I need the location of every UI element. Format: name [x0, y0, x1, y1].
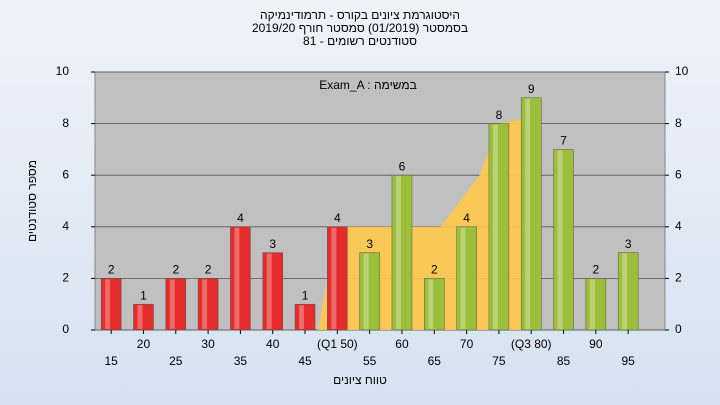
data-label: 8 [496, 108, 503, 122]
bar [585, 278, 607, 331]
x-tick-label: 85 [557, 354, 571, 368]
bar [488, 123, 510, 331]
bar-highlight [622, 253, 628, 329]
data-label: 4 [334, 211, 341, 225]
data-label: 3 [269, 237, 276, 251]
data-label: 3 [366, 237, 373, 251]
bar [327, 226, 348, 331]
x-tick-label: 55 [363, 354, 377, 368]
data-label: 3 [625, 237, 632, 251]
annotation: Exam_A : במשימה [319, 78, 417, 92]
chart-title: היסטוגרמת ציונים בקורס - תרמודינמיקה [260, 8, 460, 22]
y-tick-label: 0 [62, 322, 69, 336]
y2-tick-label: 6 [675, 167, 682, 181]
bar [391, 174, 413, 331]
x-tick-label: 30 [201, 337, 215, 351]
bar [100, 278, 122, 331]
bar-highlight [202, 279, 208, 329]
bar-highlight [363, 253, 369, 329]
x-tick-label: 75 [492, 354, 506, 368]
data-label: 1 [140, 288, 147, 302]
x-tick-label: 95 [621, 354, 635, 368]
bar-highlight [299, 305, 305, 329]
bar-highlight [395, 176, 401, 329]
x-tick-label: 65 [428, 354, 442, 368]
x-tick-label: (Q3 80) [511, 337, 552, 351]
data-label: 2 [431, 263, 438, 277]
bar-highlight [137, 305, 143, 329]
bar [230, 226, 251, 331]
bar [553, 149, 574, 331]
x-tick-label: 25 [169, 354, 183, 368]
chart-subtitle: 81 - סטודנטים רשומים [303, 34, 417, 48]
bar-highlight [492, 124, 498, 329]
x-axis-label: טווח ציונים [333, 373, 387, 387]
bar [197, 278, 219, 331]
x-tick-label: 90 [589, 337, 603, 351]
bar [617, 252, 639, 331]
data-label: 2 [593, 263, 600, 277]
bar-highlight [234, 227, 240, 329]
bar-highlight [428, 279, 434, 329]
x-tick-label: 20 [137, 337, 151, 351]
x-tick-label: 45 [298, 354, 312, 368]
bar [359, 252, 380, 331]
y-tick-label: 8 [62, 116, 69, 130]
bar-highlight [105, 279, 111, 329]
bar-highlight [266, 253, 272, 329]
y2-tick-label: 4 [675, 219, 682, 233]
bar [165, 278, 187, 331]
data-label: 6 [399, 159, 406, 173]
chart-subtitle: בסמסטר (01/2019) סמסטר חורף 2019/20 [252, 21, 468, 35]
data-label: 1 [302, 288, 309, 302]
bar [262, 252, 283, 331]
data-label: 2 [172, 263, 179, 277]
y-tick-label: 10 [56, 64, 70, 78]
bar [133, 303, 154, 331]
bar-highlight [169, 279, 175, 329]
bar-highlight [331, 227, 337, 329]
y-tick-label: 6 [62, 167, 69, 181]
bar [294, 303, 316, 331]
x-tick-label: 15 [104, 354, 118, 368]
data-label: 2 [108, 263, 115, 277]
y2-tick-label: 8 [675, 116, 682, 130]
bar [424, 278, 445, 331]
x-tick-label: 35 [234, 354, 248, 368]
data-label: 4 [463, 211, 470, 225]
x-tick-label: 60 [395, 337, 409, 351]
data-label: 4 [237, 211, 244, 225]
data-label: 2 [205, 263, 212, 277]
y2-tick-label: 2 [675, 271, 682, 285]
data-label: 9 [528, 82, 535, 96]
data-label: 7 [560, 134, 567, 148]
y2-tick-label: 10 [675, 64, 689, 78]
bar-highlight [589, 279, 595, 329]
bar [456, 226, 477, 331]
x-tick-label: 40 [266, 337, 280, 351]
y-axis-label: מספר סטודנטים [25, 160, 39, 242]
bar-highlight [525, 98, 531, 329]
bar-highlight [557, 150, 563, 329]
y-tick-label: 4 [62, 219, 69, 233]
y-tick-label: 2 [62, 271, 69, 285]
y2-tick-label: 0 [675, 322, 682, 336]
x-tick-label: 70 [460, 337, 474, 351]
bar [520, 97, 542, 331]
x-tick-label: (Q1 50) [317, 337, 358, 351]
bar-highlight [460, 227, 466, 329]
